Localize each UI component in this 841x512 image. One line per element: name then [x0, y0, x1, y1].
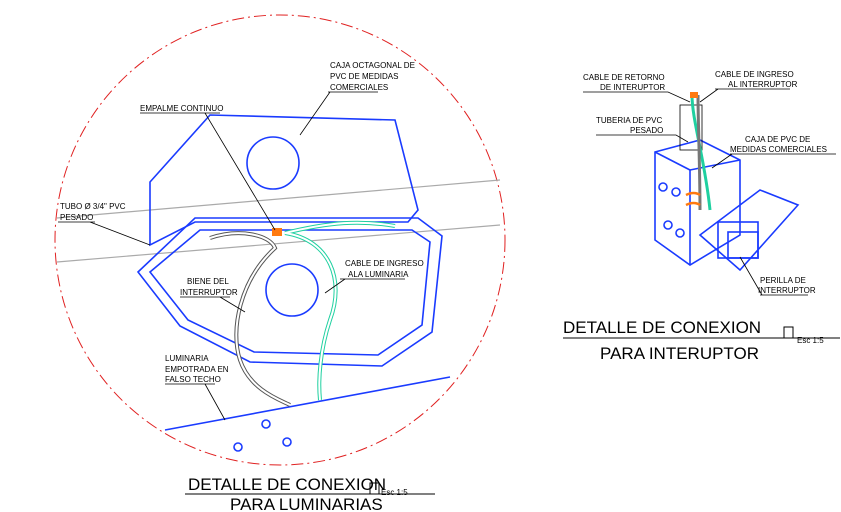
label: CAJA OCTAGONAL DE [330, 61, 415, 70]
scale: Esc 1:5 [381, 488, 408, 497]
label: COMERCIALES [330, 83, 388, 92]
leaders [58, 92, 405, 420]
switch-wires [686, 92, 710, 210]
label: PESADO [630, 126, 663, 135]
title: PARA LUMINARIAS [230, 495, 383, 512]
label: EMPOTRADA EN [165, 365, 229, 374]
label: INTERRUPTOR [180, 288, 238, 297]
label: AL INTERRUPTOR [728, 80, 798, 89]
label: TUBO Ø 3/4" PVC [60, 202, 126, 211]
detail-circle [55, 15, 505, 465]
scale-icon [784, 327, 793, 338]
label: TUBERIA DE PVC [596, 116, 662, 125]
title: DETALLE DE CONEXION [188, 475, 386, 494]
label: LUMINARIA [165, 354, 209, 363]
label: INTERRUPTOR [758, 286, 816, 295]
label: FALSO TECHO [165, 375, 221, 384]
label: BIENE DEL [187, 277, 229, 286]
drawing: CAJA OCTAGONAL DE PVC DE MEDIDAS COMERCI… [0, 0, 841, 512]
label: ALA LUMINARIA [348, 270, 409, 279]
label: CABLE DE INGRESO [715, 70, 794, 79]
label: EMPALME CONTINUO [140, 104, 223, 113]
label: PERILLA DE [760, 276, 806, 285]
label: DE INTERUPTOR [600, 83, 665, 92]
octagonal-box [138, 115, 450, 451]
label: CABLE DE RETORNO [583, 73, 665, 82]
title: PARA INTERUPTOR [600, 344, 759, 363]
label: PESADO [60, 213, 93, 222]
pvc-tube [57, 180, 500, 262]
label: MEDIDAS COMERCIALES [730, 145, 827, 154]
label: PVC DE MEDIDAS [330, 72, 398, 81]
label: CAJA DE PVC DE [745, 135, 810, 144]
label: CABLE DE INGRESO [345, 259, 424, 268]
switch-box [655, 105, 798, 270]
scale: Esc 1:5 [797, 336, 824, 345]
title: DETALLE DE CONEXION [563, 318, 761, 337]
